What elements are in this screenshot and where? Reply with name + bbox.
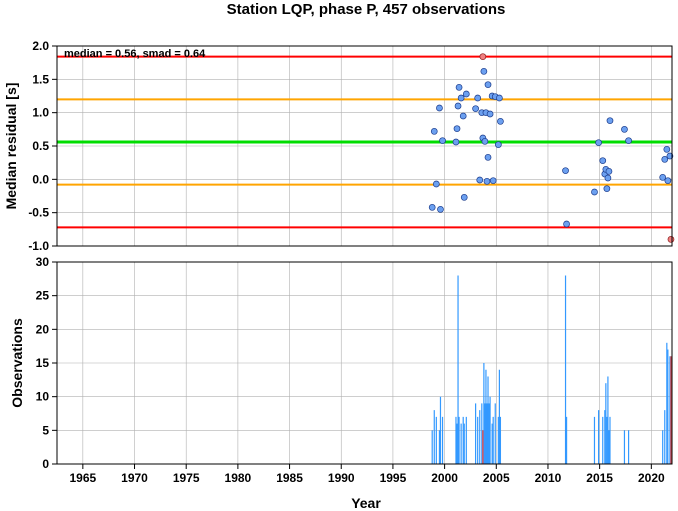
residual-y-tick-label: 1.0 — [32, 106, 49, 120]
residual-point — [666, 152, 674, 160]
residual-point — [604, 174, 612, 182]
residual-y-tick-label: -0.5 — [28, 206, 49, 220]
residual-point — [625, 137, 632, 145]
observations-y-tick-label: 30 — [36, 255, 50, 269]
residual-point — [460, 193, 468, 201]
residual-y-tick-label: 2.0 — [32, 39, 49, 53]
residual-point — [436, 104, 443, 112]
observations-y-axis-title: Observations — [9, 318, 25, 408]
x-tick-label: 2020 — [638, 471, 665, 485]
residual-points — [428, 53, 675, 243]
residual-point — [489, 177, 497, 185]
residual-point — [457, 94, 465, 102]
residual-point — [664, 177, 672, 185]
residual-point — [428, 203, 436, 211]
residual-point — [497, 117, 504, 125]
x-tick-label: 2000 — [431, 471, 458, 485]
x-axis-title: Year — [351, 495, 381, 511]
residual-point — [454, 102, 462, 110]
residual-point — [606, 117, 614, 125]
residual-point — [484, 153, 492, 161]
observations-y-tick-label: 10 — [36, 390, 50, 404]
residual-point — [659, 173, 667, 181]
x-tick-label: 1975 — [173, 471, 200, 485]
residual-point — [472, 105, 479, 113]
residual-point — [439, 137, 446, 145]
residual-point — [452, 138, 460, 146]
x-tick-label: 1965 — [69, 471, 96, 485]
x-tick-label: 1990 — [328, 471, 355, 485]
residual-point — [437, 205, 444, 213]
residual-y-ticks: 2.0 1.5 1.0 0.5 0.0 -0.5 -1.0 — [28, 39, 57, 253]
residual-point — [453, 125, 461, 133]
x-tick-label: 2010 — [535, 471, 562, 485]
chart-title: Station LQP, phase P, 457 observations — [227, 1, 506, 18]
residual-grid — [57, 45, 672, 247]
residual-point — [430, 127, 438, 135]
residual-y-axis-title: Median residual [s] — [3, 83, 19, 210]
residual-point — [591, 188, 598, 196]
observations-y-tick-label: 0 — [42, 457, 49, 471]
residual-point — [484, 81, 492, 89]
residual-point — [480, 67, 488, 75]
residual-point — [481, 137, 489, 145]
x-tick-label: 1985 — [276, 471, 303, 485]
observations-y-ticks: 30 25 20 15 10 5 0 — [36, 255, 57, 471]
median-smad-annotation: median = 0.56, smad = 0.64 — [64, 48, 206, 60]
residual-point — [432, 180, 440, 188]
x-tick-label: 1980 — [225, 471, 252, 485]
residual-y-tick-label: 0.0 — [32, 172, 49, 186]
observations-y-tick-label: 25 — [36, 289, 50, 303]
residual-point — [603, 185, 611, 193]
residual-panel: median = 0.56, smad = 0.64 2.0 1.5 1.0 0.5 0… — [3, 39, 675, 253]
residual-point — [455, 83, 463, 91]
residual-y-tick-label: -1.0 — [28, 239, 49, 253]
observations-y-tick-label: 20 — [36, 322, 50, 336]
observations-grid — [57, 261, 672, 465]
residual-point — [605, 167, 613, 175]
residual-point — [496, 94, 503, 102]
residual-point — [621, 125, 628, 133]
residual-point — [563, 220, 570, 228]
residual-point — [595, 139, 602, 147]
residual-point — [599, 157, 607, 165]
residual-point — [661, 155, 669, 163]
residual-y-tick-label: 1.5 — [32, 72, 49, 86]
year-x-ticks: 1965 1970 1975 1980 1985 1990 1995 2000 2005 2010… — [69, 464, 665, 485]
observations-y-tick-label: 15 — [36, 356, 50, 370]
residual-point — [459, 112, 467, 120]
residual-point — [663, 145, 671, 153]
residual-y-tick-label: 0.5 — [32, 139, 49, 153]
x-tick-label: 2015 — [586, 471, 613, 485]
reference-lines — [57, 55, 672, 229]
residual-point — [562, 167, 569, 175]
x-tick-label: 1995 — [380, 471, 407, 485]
observation-bars — [431, 275, 672, 464]
residual-point — [474, 94, 482, 102]
residual-outlier-point — [667, 235, 675, 243]
x-tick-label: 1970 — [121, 471, 148, 485]
residual-point — [462, 90, 470, 98]
residual-outlier-point — [479, 53, 487, 61]
residual-point — [495, 141, 502, 149]
residual-point — [476, 176, 484, 184]
residual-point — [483, 177, 491, 185]
x-tick-label: 2005 — [483, 471, 510, 485]
observations-y-tick-label: 5 — [42, 423, 49, 437]
residual-point — [486, 110, 494, 118]
